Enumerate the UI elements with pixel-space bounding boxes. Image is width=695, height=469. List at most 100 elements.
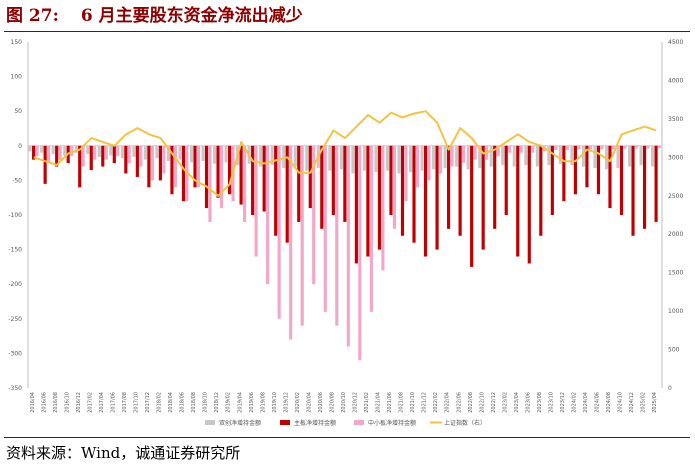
- bar: [539, 145, 543, 236]
- legend-label: 中小板净增持金额: [368, 419, 416, 427]
- bar: [427, 145, 431, 181]
- bar: [323, 145, 327, 312]
- bar: [339, 145, 343, 170]
- x-tick-label: 2023/04: [514, 392, 520, 413]
- bar: [374, 145, 378, 173]
- x-tick-label: 2020/12: [353, 392, 359, 413]
- bar: [642, 145, 647, 229]
- bar: [178, 145, 182, 160]
- bar: [158, 145, 162, 181]
- line-series-group: [33, 110, 657, 197]
- bar: [508, 145, 512, 153]
- y-left-tick-label: -200: [8, 281, 22, 288]
- x-tick-label: 2021/06: [387, 392, 393, 413]
- figure-number: 图 27:: [6, 6, 59, 26]
- legend-swatch: [280, 420, 290, 425]
- x-tick-label: 2021/12: [422, 392, 428, 413]
- y-left-tick-label: -350: [8, 385, 22, 392]
- x-tick-label: 2019/04: [237, 392, 243, 413]
- bar: [600, 145, 604, 150]
- x-tick-label: 2018/02: [157, 392, 163, 413]
- bar: [242, 145, 247, 222]
- bar: [385, 145, 390, 171]
- bar: [204, 145, 209, 209]
- bar: [81, 145, 85, 167]
- bar: [124, 145, 128, 174]
- bar: [438, 145, 443, 174]
- bar: [93, 145, 97, 160]
- bar: [150, 145, 154, 181]
- bar: [285, 145, 289, 243]
- x-tick-label: 2016/12: [76, 392, 82, 413]
- bar: [377, 145, 382, 250]
- x-tick-label: 2024/08: [606, 392, 612, 413]
- bar: [132, 145, 136, 157]
- bar: [496, 145, 500, 157]
- source-note: 资料来源：Wind，诚通证券研究所: [6, 444, 241, 462]
- bar: [585, 145, 589, 188]
- source-rule: [4, 437, 690, 438]
- bar: [462, 145, 466, 164]
- bar: [40, 145, 44, 153]
- bar-series-group: [28, 145, 662, 361]
- bar: [55, 145, 59, 167]
- y-left-tick-label: -300: [8, 350, 22, 357]
- y-right-tick-label: 0: [668, 385, 672, 392]
- bar: [47, 145, 51, 164]
- bar: [120, 145, 124, 159]
- bar: [627, 145, 632, 167]
- bar: [51, 145, 55, 155]
- bar: [300, 145, 304, 326]
- bar: [135, 145, 139, 177]
- bar: [558, 145, 562, 164]
- bar: [109, 145, 113, 156]
- bar: [32, 145, 36, 160]
- bar: [489, 145, 493, 167]
- bar: [435, 145, 439, 250]
- x-tick-label: 2017/06: [110, 392, 116, 413]
- bar: [443, 145, 447, 168]
- bar: [101, 145, 105, 167]
- bar: [408, 145, 413, 173]
- bar: [227, 145, 232, 195]
- chart-axes: 150100500-50-100-150-200-250-300-3504500…: [8, 39, 683, 413]
- bar: [104, 145, 108, 160]
- bar: [28, 145, 32, 152]
- bar: [320, 145, 324, 229]
- bar: [657, 145, 662, 148]
- bar: [343, 145, 347, 222]
- y-right-tick-label: 4000: [668, 77, 683, 84]
- bar: [404, 145, 408, 202]
- y-right-tick-label: 4500: [668, 39, 683, 46]
- bar: [147, 145, 151, 188]
- legend-swatch: [354, 420, 364, 425]
- x-tick-label: 2020/04: [306, 392, 312, 413]
- x-tick-label: 2019/02: [226, 392, 232, 413]
- bar: [493, 145, 497, 229]
- x-tick-label: 2025/04: [652, 392, 658, 413]
- bar: [181, 145, 186, 202]
- x-tick-label: 2025/02: [641, 392, 647, 413]
- bar: [646, 145, 650, 149]
- bar: [570, 145, 574, 166]
- bar: [550, 145, 554, 215]
- bar: [358, 145, 362, 361]
- x-tick-label: 2024/04: [583, 392, 589, 413]
- bar: [78, 145, 82, 188]
- bar: [173, 145, 177, 188]
- bar: [631, 145, 635, 236]
- bar: [254, 145, 258, 257]
- bar: [351, 145, 355, 174]
- bar: [392, 145, 396, 229]
- bar: [604, 145, 609, 170]
- bar: [282, 145, 286, 168]
- bar: [266, 145, 270, 285]
- x-tick-label: 2019/06: [249, 392, 255, 413]
- bar: [466, 145, 470, 170]
- y-right-tick-label: 1500: [668, 270, 683, 277]
- bar: [274, 145, 278, 236]
- chart-legend: 双创净增持金额 主板净增持金额 中小板净增持金额 上证指数（右）: [205, 419, 486, 427]
- bar: [262, 145, 266, 212]
- bar: [354, 145, 358, 264]
- y-right-tick-label: 2000: [668, 231, 683, 238]
